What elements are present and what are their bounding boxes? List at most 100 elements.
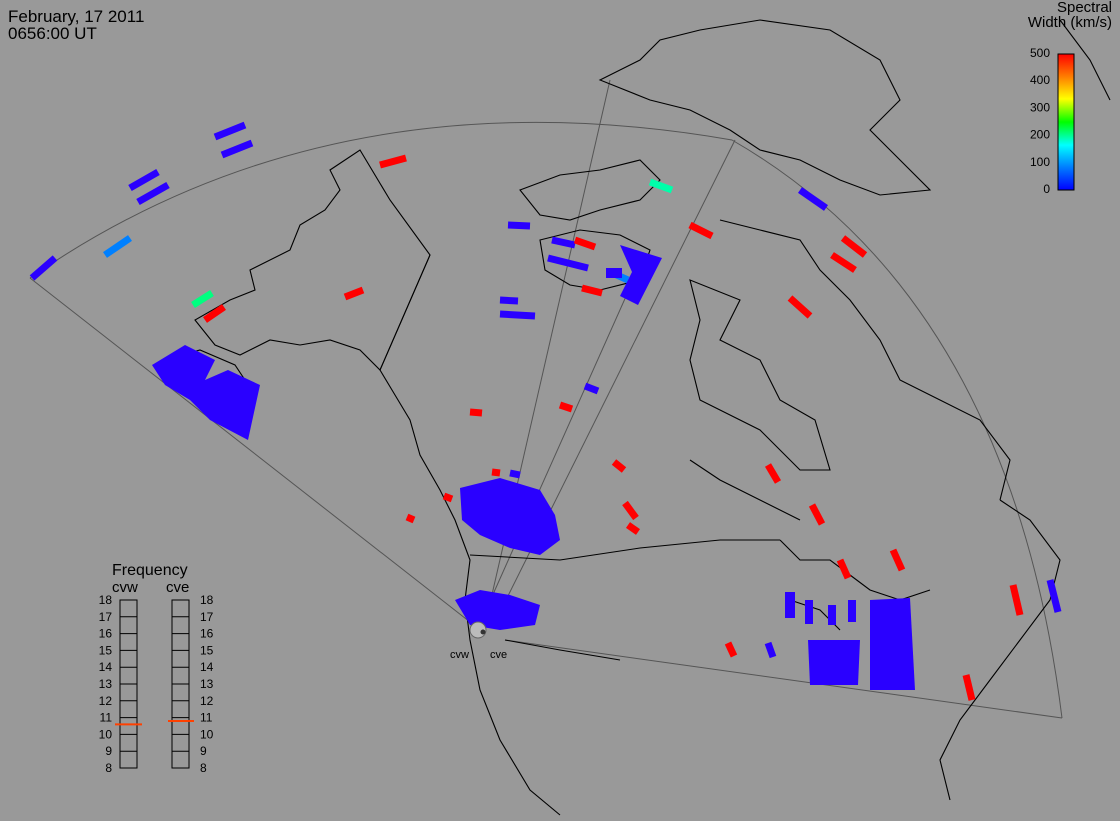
frequency-tick-label: 9 [105,744,112,758]
backscatter-cell [625,522,641,535]
backscatter-cell [889,548,906,572]
date-text: February, 17 2011 [8,7,145,26]
radar-site-dot [480,629,486,635]
backscatter-cell [805,600,813,624]
backscatter-cell [764,463,782,484]
frequency-tick-label: 10 [99,727,113,741]
colorbar-tick-label: 500 [1030,46,1050,60]
backscatter-region [870,598,915,690]
frequency-tick-label: 11 [100,711,113,725]
backscatter-region [808,640,860,685]
backscatter-cell [128,168,160,192]
backscatter-cell [469,408,483,417]
backscatter-cell [724,641,738,658]
backscatter-cell [551,236,576,249]
backscatter-cell [1009,584,1024,616]
backscatter-cell [648,178,674,194]
backscatter-cell [343,286,365,301]
frequency-tick-label: 14 [99,660,113,674]
borders [379,254,780,661]
frequency-tick-label: 17 [99,610,113,624]
colorbar-tick-label: 200 [1030,128,1050,142]
backscatter-cell [405,513,416,524]
frequency-tick-label: 10 [200,727,214,741]
colorbar-tick-label: 400 [1030,73,1050,87]
backscatter-cell [491,468,501,477]
frequency-tick-label: 15 [99,643,113,657]
backscatter-cell [442,492,454,503]
colorbar-tick-label: 100 [1030,155,1050,169]
backscatter-region [460,478,560,555]
colorbar-title-line2: Width (km/s) [1027,14,1112,31]
backscatter-cell [509,469,521,479]
frequency-tick-label: 16 [200,627,214,641]
backscatter-cell [787,295,813,319]
frequency-tick-label: 8 [200,761,207,775]
backscatter-cell [136,181,170,206]
backscatter-cell [213,121,247,141]
frequency-tick-label: 13 [99,677,113,691]
backscatter-cell [191,290,214,308]
frequency-panel: Frequency cvw cve 18 18 17 17 16 16 15 15 14 14 13… [99,562,214,775]
backscatter-cell [848,600,856,622]
radar-label-cve: cve [490,649,507,661]
colorbar-title: Spectral Width (km/s) [1028,0,1112,30]
colorbar-tick-label: 0 [1043,182,1050,196]
time-text: 0656:00 UT [8,24,97,43]
backscatter-cell [828,605,836,625]
backscatter-cell [688,221,714,240]
frequency-tick-label: 16 [99,627,113,641]
backscatter-cell [220,139,254,159]
frequency-tick-label: 12 [200,694,214,708]
backscatter-cell [606,268,622,278]
backscatter-cell [29,255,58,281]
backscatter-cell [573,236,597,251]
spectral-width-colorbar: 500 400 300 200 100 0 [1030,46,1075,196]
backscatter-cell [583,382,600,395]
frequency-left-radar: cvw [112,579,138,596]
backscatter-cell [499,296,519,305]
backscatter-cell [836,558,852,580]
backscatter-cell [962,674,976,701]
frequency-tick-label: 9 [200,744,207,758]
backscatter-cell [840,235,868,258]
backscatter-cell [547,254,589,272]
backscatter-cell [830,252,857,273]
backscatter-cell [581,284,603,297]
backscatter-cell [499,310,536,320]
colorbar-title-line1: Spectral [1056,0,1112,16]
backscatter-region [455,590,540,630]
backscatter-cell [203,304,226,323]
frequency-tick-label: 12 [99,694,113,708]
frequency-title: Frequency [112,562,188,579]
backscatter-cell [558,401,574,413]
colorbar-tick-label: 300 [1030,100,1050,114]
frequency-tick-label: 8 [105,761,112,775]
backscatter-cell [798,187,828,211]
backscatter-cell [611,459,627,473]
frequency-right-radar: cve [166,579,189,596]
backscatter-region [152,345,260,440]
frequency-tick-label: 13 [200,677,214,691]
backscatter-cell [103,235,132,258]
backscatter-region [620,245,662,305]
backscatter-cell [622,500,639,521]
frequency-tick-label: 17 [200,610,214,624]
frequency-tick-label: 18 [99,593,113,607]
backscatter-cell [808,503,826,526]
frequency-tick-label: 18 [200,593,214,607]
frequency-tick-label: 15 [200,643,214,657]
radar-label-cvw: cvw [450,649,469,661]
backscatter-cell [764,641,777,659]
backscatter-cell [379,154,407,169]
backscatter-cell [507,221,531,230]
timestamp-label: February, 17 2011 0656:00 UT [8,8,144,42]
frequency-tick-label: 14 [200,660,214,674]
backscatter-cells [29,121,1062,701]
backscatter-cell [1046,579,1062,613]
radar-sites: cvw cve [450,621,507,661]
frequency-tick-label: 11 [200,711,213,725]
colorbar-scale [1057,53,1075,191]
